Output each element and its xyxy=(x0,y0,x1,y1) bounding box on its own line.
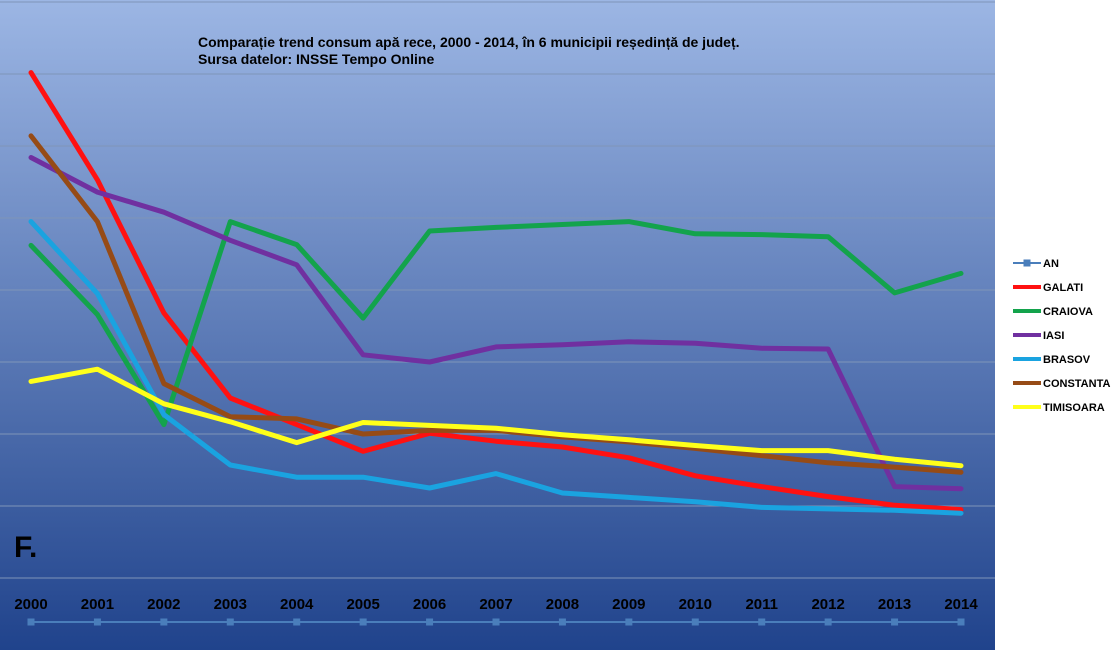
x-tick-label: 2011 xyxy=(745,596,778,613)
legend-label-timisoara: TIMISOARA xyxy=(1043,402,1105,414)
legend-label-iasi: IASI xyxy=(1043,330,1064,342)
x-tick-label: 2010 xyxy=(679,596,712,613)
legend: AN GALATI CRAIOVA IASI BRASOV CONSTANTA TIMISO… xyxy=(1013,258,1110,414)
x-tick-label: 2002 xyxy=(147,596,180,613)
chart-subtitle: Sursa datelor: INSSE Tempo Online xyxy=(198,51,434,67)
series-marker-an xyxy=(758,618,766,626)
legend-label-galati: GALATI xyxy=(1043,282,1083,294)
series-marker-an xyxy=(293,618,301,626)
series-marker-an xyxy=(957,618,965,626)
x-axis: 2000 2001 2002 2003 2004 2005 2006 2007 2008 2009… xyxy=(14,596,978,626)
series-line-galati xyxy=(28,70,964,513)
x-tick-label: 2009 xyxy=(612,596,645,613)
x-tick-label: 2004 xyxy=(280,596,314,613)
series-line-timisoara xyxy=(28,366,964,469)
panel-label: F. xyxy=(14,531,37,564)
x-tick-label: 2006 xyxy=(413,596,446,613)
x-tick-label: 2014 xyxy=(944,596,978,613)
legend-label-craiova: CRAIOVA xyxy=(1043,306,1093,318)
x-tick-label: 2008 xyxy=(546,596,579,613)
x-tick-label: 2001 xyxy=(81,596,114,613)
series-marker-an xyxy=(226,618,234,626)
plot-background xyxy=(0,0,995,650)
x-tick-label: 2000 xyxy=(14,596,47,613)
series-marker-an xyxy=(492,618,500,626)
series-marker-an xyxy=(160,618,168,626)
series-marker-an xyxy=(359,618,367,626)
x-tick-label: 2007 xyxy=(479,596,512,613)
x-tick-label: 2005 xyxy=(346,596,379,613)
series-marker-an xyxy=(426,618,434,626)
series-marker-an xyxy=(27,618,35,626)
legend-label-constanta: CONSTANTA xyxy=(1043,378,1110,390)
legend-label-an: AN xyxy=(1043,258,1059,270)
legend-marker-an xyxy=(1023,259,1031,267)
legend-background xyxy=(995,0,1120,650)
series-marker-an xyxy=(93,618,101,626)
series-marker-an xyxy=(824,618,832,626)
series-line-craiova xyxy=(28,219,964,428)
legend-label-brasov: BRASOV xyxy=(1043,354,1091,366)
series-marker-an xyxy=(558,618,566,626)
series-marker-an xyxy=(625,618,633,626)
series-marker-an xyxy=(691,618,699,626)
gridlines xyxy=(0,1,995,579)
series-marker-an xyxy=(891,618,899,626)
series-lines xyxy=(28,70,964,516)
x-tick-label: 2013 xyxy=(878,596,911,613)
x-tick-label: 2012 xyxy=(811,596,844,613)
x-tick-label: 2003 xyxy=(214,596,247,613)
series-line-iasi xyxy=(28,155,964,492)
series-line-brasov xyxy=(28,219,964,516)
chart-title: Comparație trend consum apă rece, 2000 -… xyxy=(198,34,740,50)
